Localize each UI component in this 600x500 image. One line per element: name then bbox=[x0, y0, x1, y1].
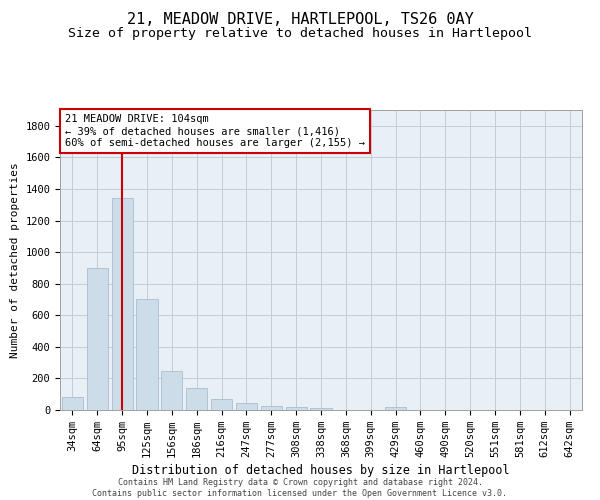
Bar bbox=[87, 268, 108, 410]
Text: Size of property relative to detached houses in Hartlepool: Size of property relative to detached ho… bbox=[68, 28, 532, 40]
Text: 21 MEADOW DRIVE: 104sqm
← 39% of detached houses are smaller (1,416)
60% of semi: 21 MEADOW DRIVE: 104sqm ← 39% of detache… bbox=[65, 114, 365, 148]
Text: 21, MEADOW DRIVE, HARTLEPOOL, TS26 0AY: 21, MEADOW DRIVE, HARTLEPOOL, TS26 0AY bbox=[127, 12, 473, 28]
Bar bbox=[261, 406, 282, 410]
Bar bbox=[112, 198, 133, 410]
X-axis label: Distribution of detached houses by size in Hartlepool: Distribution of detached houses by size … bbox=[132, 464, 510, 477]
Text: Contains HM Land Registry data © Crown copyright and database right 2024.
Contai: Contains HM Land Registry data © Crown c… bbox=[92, 478, 508, 498]
Y-axis label: Number of detached properties: Number of detached properties bbox=[10, 162, 20, 358]
Bar bbox=[186, 388, 207, 410]
Bar bbox=[310, 408, 332, 410]
Bar bbox=[136, 300, 158, 410]
Bar bbox=[286, 407, 307, 410]
Bar bbox=[161, 372, 182, 410]
Bar bbox=[211, 399, 232, 410]
Bar bbox=[236, 403, 257, 410]
Bar bbox=[385, 407, 406, 410]
Bar bbox=[62, 398, 83, 410]
